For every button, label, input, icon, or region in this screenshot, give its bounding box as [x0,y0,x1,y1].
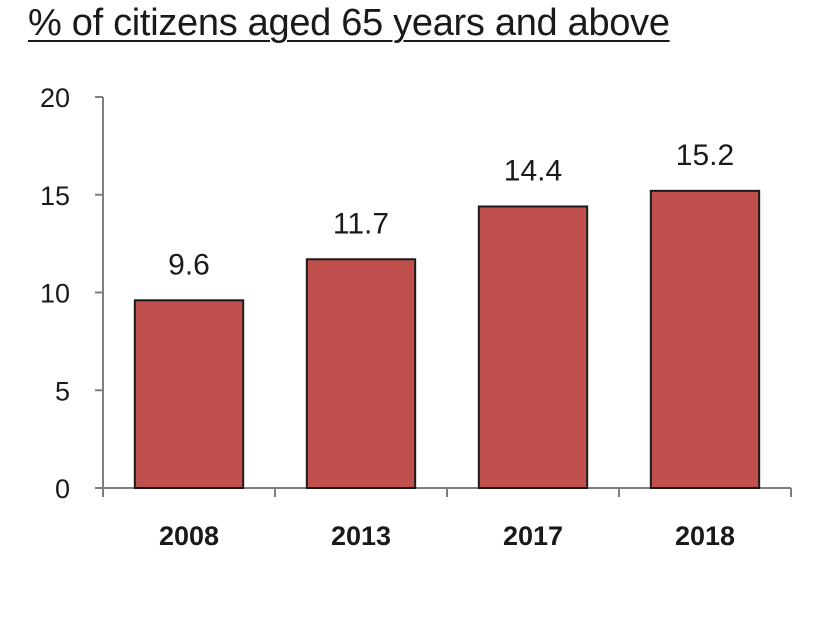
y-tick-label: 0 [55,474,70,504]
data-label-2008: 9.6 [168,248,210,281]
data-label-2013: 11.7 [333,207,389,240]
y-tick-label: 15 [40,181,70,211]
x-tick-label-2018: 2018 [675,521,735,551]
data-labels: 9.6 11.7 14.4 15.2 [168,139,734,281]
bar-2018 [649,189,761,489]
bar-2008 [133,299,245,489]
bar-2017 [477,205,589,489]
x-axis: 2008 2013 2017 2018 [102,487,792,551]
x-tick-label-2008: 2008 [159,521,219,551]
y-tick-label: 5 [55,376,70,406]
bar-series [133,189,761,490]
data-label-2018: 15.2 [676,139,734,172]
chart-title: % of citizens aged 65 years and above [28,2,670,44]
x-tick-label-2013: 2013 [331,521,391,551]
x-tick-label-2017: 2017 [503,521,563,551]
y-tick-label: 10 [40,279,70,309]
y-tick-label: 20 [40,83,70,113]
data-label-2017: 14.4 [504,154,562,187]
y-axis: 0 5 10 15 20 [40,83,104,504]
bar-2013 [305,258,417,490]
